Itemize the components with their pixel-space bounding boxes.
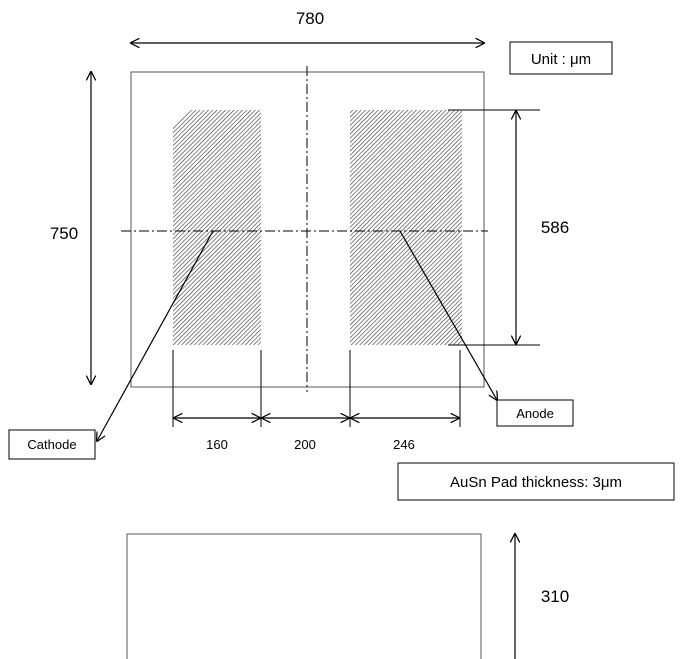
anode-width-label: 246 [393, 437, 415, 452]
anode-callout-box [496, 399, 574, 427]
cathode-callout-label: Cathode [27, 437, 76, 452]
thickness-box [397, 462, 675, 501]
height-dimension-label: 750 [50, 224, 78, 243]
width-dimension-label: 780 [296, 9, 324, 28]
thickness-label: AuSn Pad thickness: 3μm [450, 474, 622, 491]
unit-box [509, 41, 613, 75]
pad-height-dimension-label: 586 [541, 218, 569, 237]
cathode-width-label: 160 [206, 437, 228, 452]
gap-label: 200 [294, 437, 316, 452]
anode-leader-line [399, 230, 497, 400]
cathode-pad [173, 110, 261, 345]
side-view-outline [126, 533, 482, 659]
anode-callout-label: Anode [516, 406, 554, 421]
cathode-leader-line [97, 230, 214, 441]
unit-label: Unit : μm [531, 51, 591, 68]
side-height-dimension-label: 310 [541, 587, 569, 606]
cathode-callout-box [8, 429, 96, 460]
